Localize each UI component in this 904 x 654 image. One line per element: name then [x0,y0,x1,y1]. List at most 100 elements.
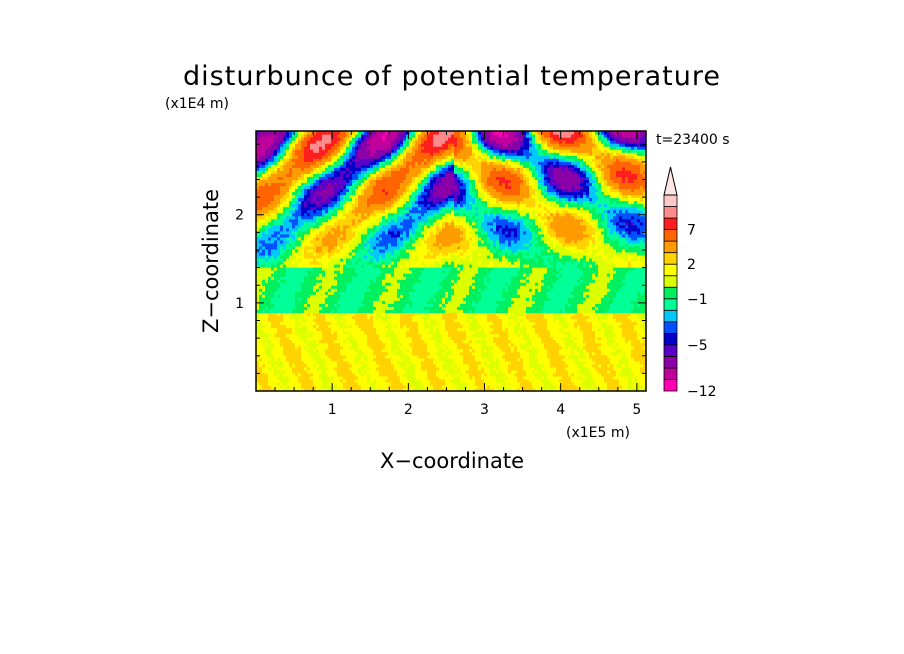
heatmap-cell [331,300,335,304]
heatmap-cell [262,339,266,344]
heatmap-cell [559,333,563,338]
heatmap-cell [487,306,491,310]
heatmap-cell [457,378,461,383]
heatmap-cell [553,354,557,359]
heatmap-cell [499,345,503,350]
heatmap-cell [583,303,587,307]
heatmap-cell [550,285,554,289]
heatmap-cell [505,300,509,304]
heatmap-cell [637,312,641,317]
heatmap-cell [424,324,428,329]
heatmap-cell [583,300,587,304]
heatmap-cell [337,372,341,377]
heatmap-cell [403,360,407,365]
heatmap-cell [523,378,527,383]
heatmap-cell [331,357,335,362]
heatmap-cell [541,351,545,356]
heatmap-cell [454,333,458,338]
heatmap-cell [541,327,545,332]
heatmap-cell [571,357,575,362]
heatmap-cell [406,309,410,313]
heatmap-cell [466,300,470,304]
heatmap-cell [610,330,614,335]
heatmap-cell [541,303,545,307]
heatmap-cell [334,312,338,317]
heatmap-cell [514,345,518,350]
heatmap-cell [307,351,311,356]
heatmap-cell [517,330,521,335]
heatmap-cell [424,339,428,344]
heatmap-cell [400,324,404,329]
heatmap-cell [496,318,500,323]
heatmap-cell [628,294,632,298]
heatmap-cell [283,384,287,389]
heatmap-cell [346,366,350,371]
heatmap-cell [481,372,485,377]
heatmap-cell [439,387,443,391]
heatmap-cell [334,339,338,344]
heatmap-cell [382,324,386,329]
heatmap-cell [568,381,572,386]
heatmap-cell [265,348,269,353]
heatmap-cell [577,357,581,362]
heatmap-cell [376,288,380,292]
heatmap-cell [574,309,578,313]
heatmap-cell [283,285,287,289]
heatmap-cell [412,336,416,341]
heatmap-cell [454,387,458,391]
heatmap-cell [499,306,503,310]
heatmap-cell [370,330,374,335]
heatmap-cell [262,375,266,380]
heatmap-cell [490,351,494,356]
heatmap-cell [271,360,275,365]
heatmap-cell [265,300,269,304]
heatmap-cell [478,339,482,344]
heatmap-cell [265,372,269,377]
heatmap-cell [337,381,341,386]
heatmap-cell [499,339,503,344]
heatmap-cell [487,333,491,338]
heatmap-cell [331,381,335,386]
heatmap-cell [388,318,392,323]
heatmap-cell [307,381,311,386]
heatmap-cell [259,366,263,371]
heatmap-cell [433,291,437,295]
heatmap-cell [340,303,344,307]
heatmap-cell [280,372,284,377]
heatmap-cell [418,336,422,341]
heatmap-cell [379,372,383,377]
heatmap-cell [364,345,368,350]
heatmap-cell [487,312,491,317]
heatmap-cell [415,354,419,359]
heatmap-cell [619,375,623,380]
heatmap-cell [310,348,314,353]
heatmap-cell [598,297,602,301]
heatmap-cell [631,342,635,347]
heatmap-cell [328,366,332,371]
heatmap-cell [316,360,320,365]
heatmap-cell [547,324,551,329]
heatmap-cell [640,375,644,380]
heatmap-cell [328,300,332,304]
heatmap-cell [487,288,491,292]
heatmap-cell [400,327,404,332]
heatmap-cell [298,312,302,317]
heatmap-cell [460,351,464,356]
heatmap-cell [616,336,620,341]
heatmap-cell [298,303,302,307]
heatmap-cell [298,348,302,353]
heatmap-cell [439,291,443,295]
heatmap-cell [499,303,503,307]
heatmap-cell [373,294,377,298]
heatmap-cell [511,354,515,359]
heatmap-cell [520,324,524,329]
heatmap-cell [601,375,605,380]
heatmap-cell [487,339,491,344]
heatmap-cell [271,336,275,341]
heatmap-cell [364,327,368,332]
heatmap-cell [430,312,434,317]
heatmap-cell [430,315,434,320]
heatmap-cell [400,300,404,304]
heatmap-cell [505,315,509,320]
heatmap-cell [637,321,641,326]
